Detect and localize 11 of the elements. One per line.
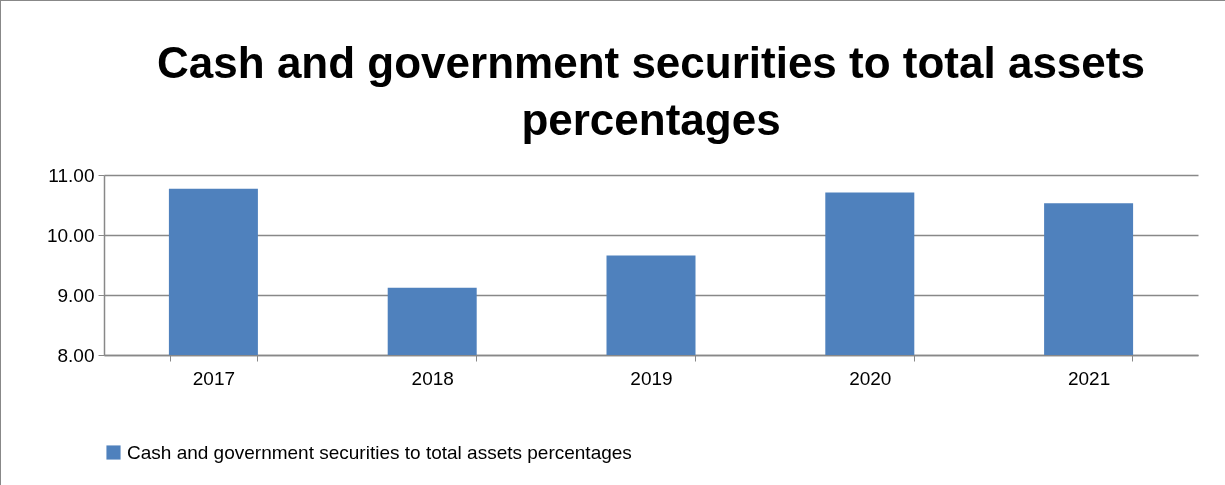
y-tick-label: 8.00 — [57, 344, 95, 366]
x-tick-label: 2017 — [192, 367, 236, 389]
y-tick-label: 9.00 — [57, 284, 95, 306]
x-tick-label: 2021 — [1067, 367, 1111, 389]
y-tick-label: 10.00 — [46, 224, 95, 246]
chart-title: Cash and government securities to total assets percentages — [157, 38, 1145, 144]
x-tick-label: 2018 — [411, 367, 454, 389]
y-tick-label: 11.00 — [48, 164, 95, 186]
x-tick-label: 2020 — [849, 367, 892, 389]
legend-label: Cash and government securities to total assets percentages — [127, 441, 632, 463]
x-tick-label: 2019 — [630, 367, 673, 389]
